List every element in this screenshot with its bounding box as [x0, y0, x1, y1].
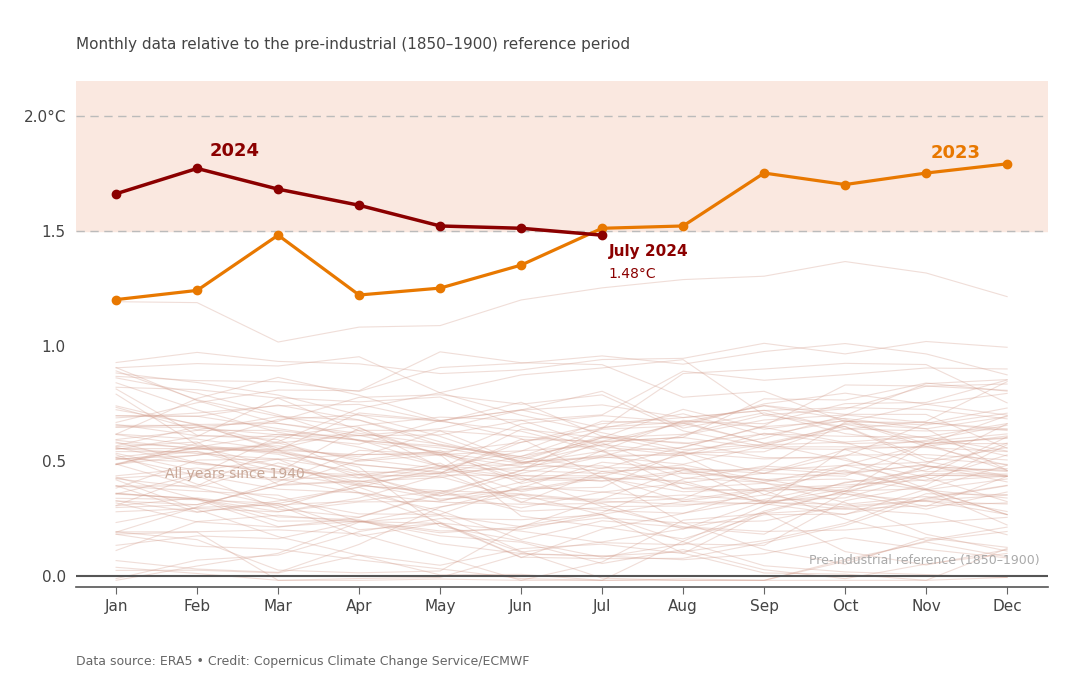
Text: 2024: 2024	[210, 142, 259, 161]
Text: July 2024: July 2024	[609, 244, 688, 259]
Text: Pre-industrial reference (1850–1900): Pre-industrial reference (1850–1900)	[809, 554, 1039, 566]
Text: 1.48°C: 1.48°C	[609, 267, 657, 281]
Text: Monthly data relative to the pre-industrial (1850–1900) reference period: Monthly data relative to the pre-industr…	[76, 37, 630, 52]
Text: 2023: 2023	[930, 144, 981, 161]
Bar	[76, 81, 1048, 231]
Text: Data source: ERA5 • Credit: Copernicus Climate Change Service/ECMWF: Data source: ERA5 • Credit: Copernicus C…	[76, 655, 529, 668]
Text: All years since 1940: All years since 1940	[165, 468, 305, 481]
